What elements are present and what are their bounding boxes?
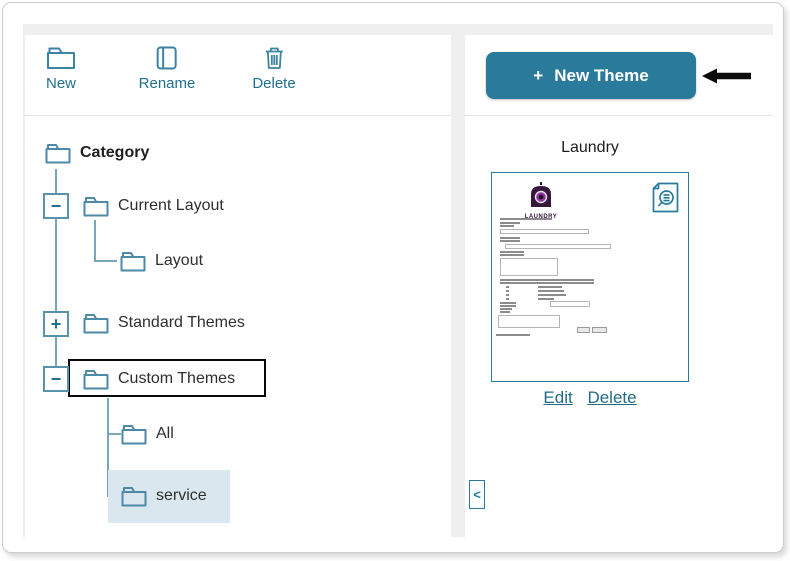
collapse-toggle-current-layout[interactable]: − — [43, 193, 69, 219]
tree-item-label: All — [156, 425, 174, 442]
tree-item-label: Category — [80, 144, 150, 161]
folder-icon — [83, 313, 109, 334]
folder-icon — [83, 196, 109, 217]
delete-button-label: Delete — [252, 75, 296, 92]
tree-item-all[interactable]: All — [121, 421, 174, 447]
theme-logo-text: LAUNDRY — [524, 214, 558, 220]
new-button-label: New — [45, 75, 77, 92]
trash-icon — [262, 46, 286, 70]
minus-glyph: − — [50, 196, 62, 216]
preview-magnifier-icon[interactable] — [652, 182, 679, 218]
service-selection-highlight — [108, 470, 230, 523]
theme-logo: LAUNDRY — [518, 181, 564, 220]
theme-title: Laundry — [561, 139, 619, 156]
new-theme-button-label: New Theme — [554, 65, 649, 85]
minus-glyph: − — [50, 369, 62, 389]
delete-theme-link[interactable]: Delete — [587, 388, 637, 407]
tree-connector-line — [55, 219, 57, 311]
rename-button-label: Rename — [138, 75, 196, 92]
tree-connector-line — [107, 398, 109, 497]
tree-item-standard-themes[interactable]: Standard Themes — [83, 310, 245, 336]
custom-themes-focus-rect — [68, 359, 266, 397]
tree-item-label: Layout — [155, 252, 204, 269]
edit-theme-link[interactable]: Edit — [543, 388, 573, 407]
folder-icon — [121, 424, 147, 445]
new-theme-button[interactable]: + New Theme — [486, 52, 696, 99]
theme-actions: Edit Delete — [491, 388, 689, 408]
new-folder-icon — [46, 46, 76, 70]
category-tree-panel: New Rename — [25, 35, 451, 537]
tree-item-label: service — [156, 487, 207, 504]
panel-collapse-handle[interactable]: < — [469, 480, 485, 509]
annotation-arrow-icon — [702, 67, 752, 90]
toolbar-divider — [25, 115, 451, 116]
folder-icon — [83, 369, 109, 390]
tree-item-label: Standard Themes — [118, 314, 245, 331]
new-category-button[interactable]: New — [46, 46, 76, 92]
tree-item-layout[interactable]: Layout — [120, 248, 203, 274]
tree-connector-line — [94, 220, 96, 262]
delete-category-button[interactable]: Delete — [252, 46, 296, 92]
folder-icon — [121, 486, 147, 507]
tree-item-label: Current Layout — [118, 197, 224, 214]
tree-connector-line — [107, 433, 121, 435]
rename-icon — [154, 46, 180, 70]
tree-item-label: Custom Themes — [118, 370, 236, 387]
tree-item-custom-themes[interactable]: Custom Themes — [83, 366, 235, 392]
folder-icon — [45, 143, 71, 164]
chevron-left-icon: < — [473, 487, 481, 502]
folder-icon — [120, 251, 146, 272]
tree-connector-line — [55, 169, 57, 194]
expand-toggle-standard-themes[interactable]: + — [43, 311, 69, 337]
tree-item-current-layout[interactable]: Current Layout — [83, 193, 224, 219]
themes-panel: + New Theme Laundry — [465, 35, 773, 537]
window-card: New Rename — [2, 2, 784, 553]
tree-item-category[interactable]: Category — [45, 140, 149, 166]
panel-divider — [465, 115, 773, 116]
tree-item-service[interactable]: service — [121, 483, 207, 509]
rename-category-button[interactable]: Rename — [138, 46, 196, 92]
plus-glyph: + — [50, 314, 62, 334]
theme-preview-card[interactable]: LAUNDRY — [491, 172, 689, 382]
tree-connector-line — [55, 337, 57, 366]
tree-connector-line — [94, 260, 117, 262]
workspace-background: New Rename — [23, 24, 773, 537]
plus-icon: + — [533, 65, 544, 85]
collapse-toggle-custom-themes[interactable]: − — [43, 366, 69, 392]
